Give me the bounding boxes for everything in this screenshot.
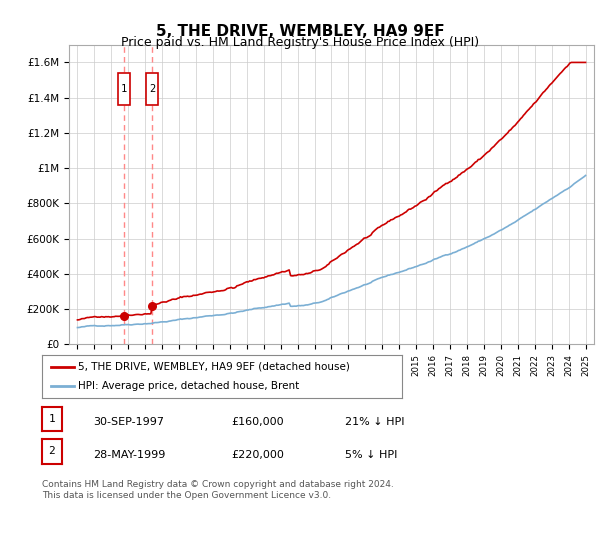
Text: 2: 2: [149, 84, 155, 94]
Text: 2: 2: [49, 446, 55, 456]
Text: 30-SEP-1997: 30-SEP-1997: [93, 417, 164, 427]
FancyBboxPatch shape: [146, 73, 158, 105]
Text: 5, THE DRIVE, WEMBLEY, HA9 9EF (detached house): 5, THE DRIVE, WEMBLEY, HA9 9EF (detached…: [78, 362, 350, 371]
Text: 1: 1: [49, 414, 55, 424]
Text: 5, THE DRIVE, WEMBLEY, HA9 9EF: 5, THE DRIVE, WEMBLEY, HA9 9EF: [155, 24, 445, 39]
Text: £160,000: £160,000: [231, 417, 284, 427]
Text: Price paid vs. HM Land Registry's House Price Index (HPI): Price paid vs. HM Land Registry's House …: [121, 36, 479, 49]
Text: 5% ↓ HPI: 5% ↓ HPI: [345, 450, 397, 460]
Text: 1: 1: [121, 84, 127, 94]
Text: 28-MAY-1999: 28-MAY-1999: [93, 450, 166, 460]
Text: Contains HM Land Registry data © Crown copyright and database right 2024.
This d: Contains HM Land Registry data © Crown c…: [42, 480, 394, 500]
Text: £220,000: £220,000: [231, 450, 284, 460]
Text: HPI: Average price, detached house, Brent: HPI: Average price, detached house, Bren…: [78, 381, 299, 391]
FancyBboxPatch shape: [118, 73, 130, 105]
Text: 21% ↓ HPI: 21% ↓ HPI: [345, 417, 404, 427]
